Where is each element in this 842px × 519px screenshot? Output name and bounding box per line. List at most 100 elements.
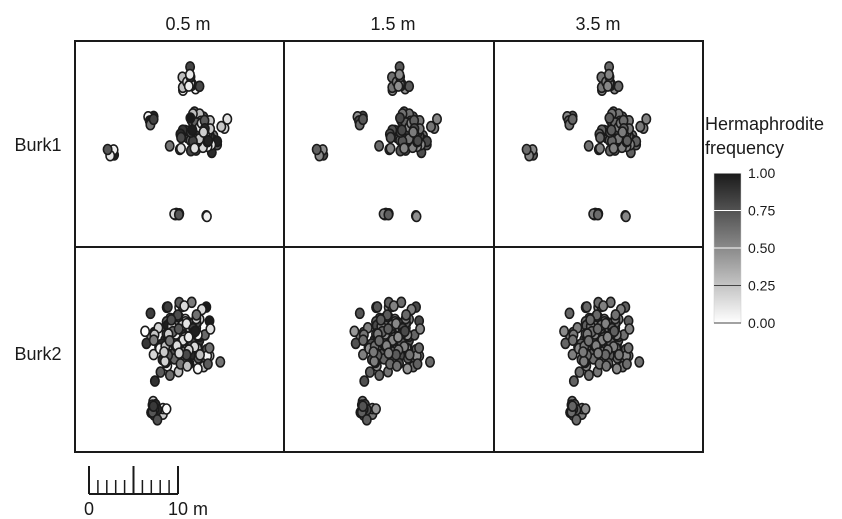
- sample-point: [385, 142, 396, 155]
- sample-point: [412, 358, 423, 370]
- sample-point: [179, 300, 190, 312]
- sample-point: [635, 120, 646, 133]
- sample-point: [601, 360, 612, 372]
- sample-point: [204, 342, 215, 354]
- sample-point: [624, 323, 635, 335]
- sample-point: [198, 126, 209, 138]
- sample-point: [359, 375, 370, 387]
- sample-point: [574, 366, 585, 378]
- sample-point: [164, 140, 175, 152]
- sample-point: [155, 366, 166, 378]
- sample-point: [152, 413, 163, 426]
- sample-point: [176, 142, 187, 155]
- sample-point: [166, 313, 177, 326]
- sample-point: [414, 342, 425, 354]
- sample-point: [394, 112, 405, 124]
- sample-point: [402, 362, 413, 375]
- sample-point: [383, 323, 394, 335]
- sample-point: [571, 413, 582, 426]
- sample-point: [358, 334, 369, 347]
- sample-point: [385, 131, 396, 144]
- sample-point: [383, 347, 394, 360]
- sample-point: [374, 334, 385, 347]
- sample-point: [580, 403, 591, 415]
- sample-point: [370, 403, 381, 415]
- panel-grid: [74, 40, 704, 453]
- sample-point: [593, 347, 604, 360]
- sample-point: [187, 124, 198, 136]
- sample-point: [641, 113, 652, 125]
- sample-point: [394, 68, 405, 81]
- sample-point: [620, 210, 631, 223]
- sample-point: [431, 113, 442, 125]
- sample-point: [611, 362, 622, 375]
- sample-point: [425, 120, 436, 133]
- sample-point: [176, 131, 187, 144]
- sample-point: [399, 325, 410, 338]
- sample-point: [613, 348, 624, 361]
- column-label-0-5m: 0.5 m: [165, 14, 210, 34]
- sample-point: [564, 307, 575, 320]
- sample-point: [140, 325, 151, 338]
- sample-points: [102, 61, 652, 426]
- sample-point: [192, 362, 203, 375]
- scale-bar-label-start: 0: [84, 499, 94, 519]
- sample-point: [578, 355, 589, 368]
- sample-point: [568, 375, 579, 387]
- legend-tick-label: 0.25: [748, 278, 775, 294]
- sample-point: [634, 356, 645, 368]
- sample-point: [148, 334, 159, 347]
- sample-point: [174, 347, 185, 360]
- sample-point: [357, 113, 368, 126]
- sample-point: [201, 210, 212, 223]
- sample-point: [617, 126, 628, 138]
- sample-point: [388, 300, 399, 312]
- sample-point: [559, 325, 570, 338]
- sample-point: [190, 325, 201, 338]
- row-label-burk1: Burk1: [14, 135, 61, 155]
- sample-point: [349, 325, 360, 338]
- sample-point: [622, 135, 633, 147]
- sample-point: [173, 208, 184, 221]
- sample-point: [205, 323, 216, 335]
- sample-point: [408, 126, 419, 138]
- sample-point: [164, 334, 175, 347]
- legend: Hermaphrodite frequency 1.00 0.75 0.50 0.25…: [705, 114, 824, 331]
- sample-point: [621, 358, 632, 370]
- sample-point: [374, 369, 385, 382]
- sample-point: [216, 120, 227, 133]
- sample-point: [585, 313, 596, 326]
- sample-point: [311, 143, 322, 156]
- column-label-1-5m: 1.5 m: [370, 14, 415, 34]
- sample-point: [162, 301, 173, 313]
- sample-point: [391, 360, 402, 372]
- sample-point: [203, 135, 214, 147]
- sample-point: [184, 68, 195, 81]
- sample-point: [594, 142, 605, 155]
- row-label-burk2: Burk2: [14, 344, 61, 364]
- legend-tick-label: 0.50: [748, 240, 775, 256]
- sample-point: [195, 348, 206, 361]
- sample-point: [102, 143, 113, 156]
- sample-point: [583, 140, 594, 152]
- sample-point: [583, 369, 594, 382]
- scale-bar: 0 10 m: [84, 466, 208, 519]
- sample-point: [412, 135, 423, 147]
- sample-point: [583, 334, 594, 347]
- sample-point: [393, 80, 404, 92]
- sample-point: [189, 142, 200, 155]
- sample-point: [393, 331, 404, 343]
- sample-point: [608, 142, 619, 155]
- legend-tick-label: 1.00: [748, 165, 775, 181]
- sample-point: [592, 208, 603, 221]
- sample-point: [581, 301, 592, 313]
- sample-point: [222, 113, 233, 125]
- sample-point: [372, 301, 383, 313]
- legend-tick-label: 0.75: [748, 203, 775, 219]
- sample-point: [603, 68, 614, 81]
- sample-point: [159, 355, 170, 368]
- sample-point: [148, 113, 159, 126]
- sample-point: [357, 348, 368, 361]
- sample-point: [578, 346, 589, 358]
- sample-point: [173, 323, 184, 335]
